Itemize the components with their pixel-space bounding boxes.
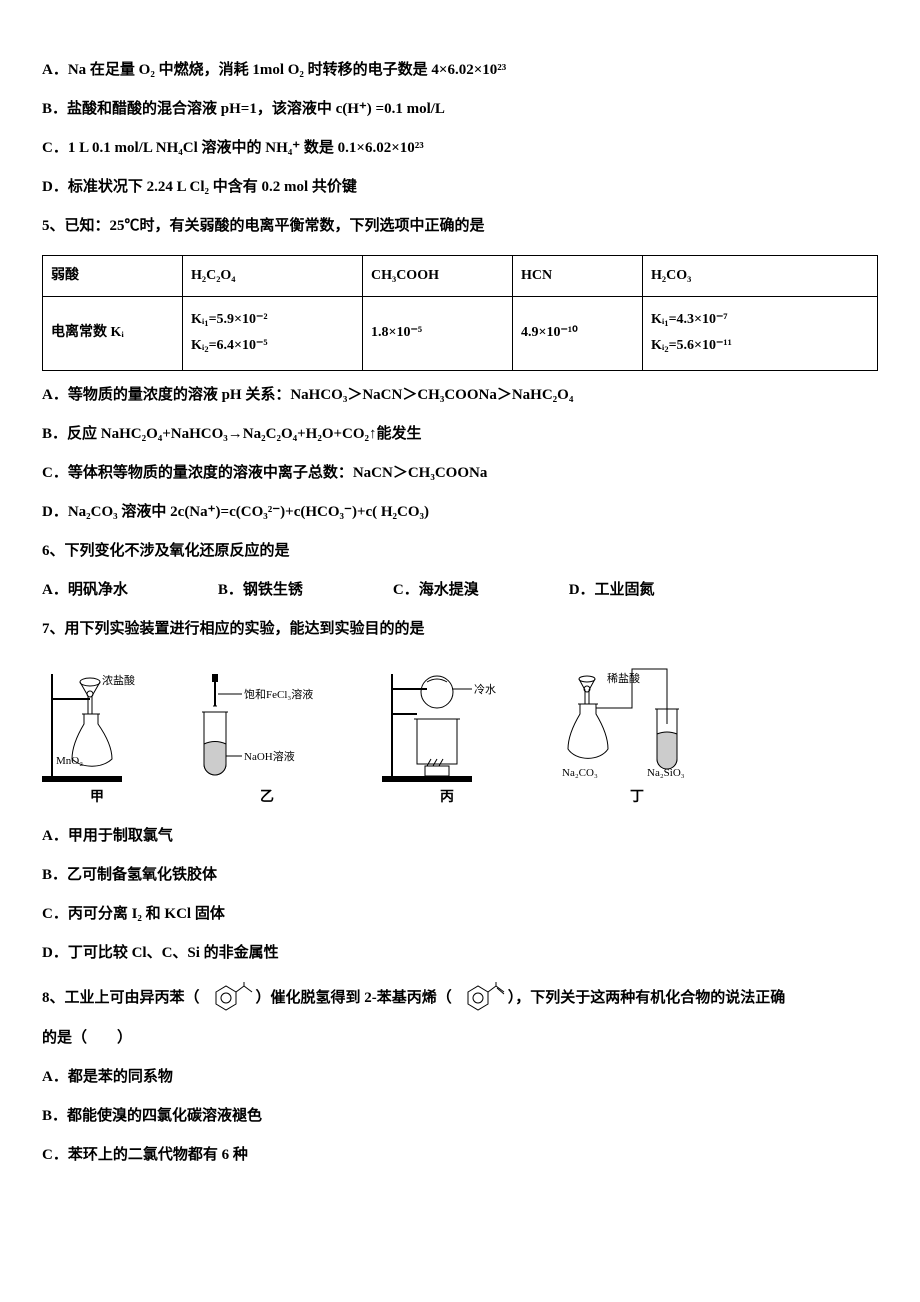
ki-value: Kᵢ₁=5.9×10⁻² (191, 307, 354, 334)
label-text: 冷水 (474, 683, 496, 696)
q5-option-d: D．Na₂CO₃ 溶液中 2c(Na⁺)=c(CO₃²⁻)+c(HCO₃⁻)+c… (42, 502, 878, 523)
q8-option-b: B．都能使溴的四氯化碳溶液褪色 (42, 1106, 878, 1127)
label-text: 浓盐酸 (102, 673, 135, 687)
apparatus-b-caption: 乙 (260, 788, 274, 808)
label-text: 稀盐酸 (607, 671, 640, 685)
q6-option-b: B．钢铁生锈 (218, 580, 303, 601)
apparatus-c: 冷水 丙 (382, 664, 512, 808)
table-header-ki: 电离常数 Kᵢ (43, 296, 183, 370)
option-c: C．1 L 0.1 mol/L NH₄Cl 溶液中的 NH₄⁺ 数是 0.1×6… (42, 138, 878, 159)
q7-option-b: B．乙可制备氢氧化铁胶体 (42, 865, 878, 886)
option-a: A．Na 在足量 O₂ 中燃烧，消耗 1mol O₂ 时转移的电子数是 4×6.… (42, 60, 878, 81)
ki-value: Kᵢ₁=4.3×10⁻⁷ (651, 307, 869, 334)
label-text: NaOH溶液 (244, 749, 295, 763)
table-cell: 4.9×10⁻¹⁰ (513, 296, 643, 370)
q8-option-a: A．都是苯的同系物 (42, 1067, 878, 1088)
apparatus-row: 浓盐酸 MnO₂ 甲 饱和FeCl₃溶液 NaOH溶液 乙 (42, 658, 878, 808)
q5-option-b: B．反应 NaHC₂O₄+NaHCO₃→Na₂C₂O₄+H₂O+CO₂↑能发生 (42, 424, 878, 445)
apparatus-d: 稀盐酸 Na₂CO₃ Na₂SiO₃ 丁 (552, 664, 722, 808)
q8-text-b: ）催化脱氢得到 2-苯基丙烯（ (256, 988, 452, 1009)
q8-text-a: 8、工业上可由异丙苯（ (42, 988, 200, 1009)
q8-stem: 8、工业上可由异丙苯（ ）催化脱氢得到 2-苯基丙烯（ ），下列关于这两种有机化… (42, 982, 878, 1016)
label-text: MnO₂ (56, 755, 83, 767)
table-cell: CH₃COOH (363, 256, 513, 297)
label-text: 饱和FeCl₃溶液 (244, 687, 313, 701)
table-cell: Kᵢ₁=5.9×10⁻² Kᵢ₂=6.4×10⁻⁵ (183, 296, 363, 370)
apparatus-d-svg: 稀盐酸 Na₂CO₃ Na₂SiO₃ (552, 664, 722, 784)
label-text: Na₂SiO₃ (647, 767, 685, 779)
option-d: D．标准状况下 2.24 L Cl₂ 中含有 0.2 mol 共价键 (42, 177, 878, 198)
apparatus-a-svg: 浓盐酸 MnO₂ (42, 664, 152, 784)
apparatus-a-caption: 甲 (90, 788, 104, 808)
table-cell: H₂C₂O₄ (183, 256, 363, 297)
apparatus-c-svg: 冷水 (382, 664, 512, 784)
table-cell: Kᵢ₁=4.3×10⁻⁷ Kᵢ₂=5.6×10⁻¹¹ (643, 296, 878, 370)
table-cell: HCN (513, 256, 643, 297)
phenylpropene-icon (454, 982, 506, 1016)
q7-option-c: C．丙可分离 I₂ 和 KCl 固体 (42, 904, 878, 925)
q7-option-a: A．甲用于制取氯气 (42, 826, 878, 847)
apparatus-c-caption: 丙 (440, 788, 454, 808)
apparatus-d-caption: 丁 (630, 788, 644, 808)
ionization-table: 弱酸 H₂C₂O₄ CH₃COOH HCN H₂CO₃ 电离常数 Kᵢ Kᵢ₁=… (42, 255, 878, 371)
apparatus-b: 饱和FeCl₃溶液 NaOH溶液 乙 (192, 664, 342, 808)
table-cell: H₂CO₃ (643, 256, 878, 297)
table-cell: 1.8×10⁻⁵ (363, 296, 513, 370)
ki-value: Kᵢ₂=5.6×10⁻¹¹ (651, 333, 869, 360)
q6-option-d: D．工业固氮 (569, 580, 655, 601)
q6-option-a: A．明矾净水 (42, 580, 128, 601)
q6-option-c: C．海水提溴 (393, 580, 479, 601)
apparatus-a: 浓盐酸 MnO₂ 甲 (42, 664, 152, 808)
cumene-icon (202, 982, 254, 1016)
q5-option-c: C．等体积等物质的量浓度的溶液中离子总数：NaCN＞CH₃COONa (42, 463, 878, 484)
q8-text-d: 的是（ ） (42, 1028, 878, 1049)
q5-option-a: A．等物质的量浓度的溶液 pH 关系：NaHCO₃＞NaCN＞CH₃COONa＞… (42, 385, 878, 406)
q7-stem: 7、用下列实验装置进行相应的实验，能达到实验目的的是 (42, 619, 878, 640)
table-header-acid: 弱酸 (43, 256, 183, 297)
q5-stem: 5、已知：25℃时，有关弱酸的电离平衡常数，下列选项中正确的是 (42, 216, 878, 237)
q8-text-c: ），下列关于这两种有机化合物的说法正确 (508, 988, 786, 1009)
q7-option-d: D．丁可比较 Cl、C、Si 的非金属性 (42, 943, 878, 964)
apparatus-b-svg: 饱和FeCl₃溶液 NaOH溶液 (192, 664, 342, 784)
option-b: B．盐酸和醋酸的混合溶液 pH=1，该溶液中 c(H⁺) =0.1 mol/L (42, 99, 878, 120)
ki-value: Kᵢ₂=6.4×10⁻⁵ (191, 333, 354, 360)
q8-option-c: C．苯环上的二氯代物都有 6 种 (42, 1145, 878, 1166)
q6-stem: 6、下列变化不涉及氧化还原反应的是 (42, 541, 878, 562)
label-text: Na₂CO₃ (562, 767, 598, 779)
